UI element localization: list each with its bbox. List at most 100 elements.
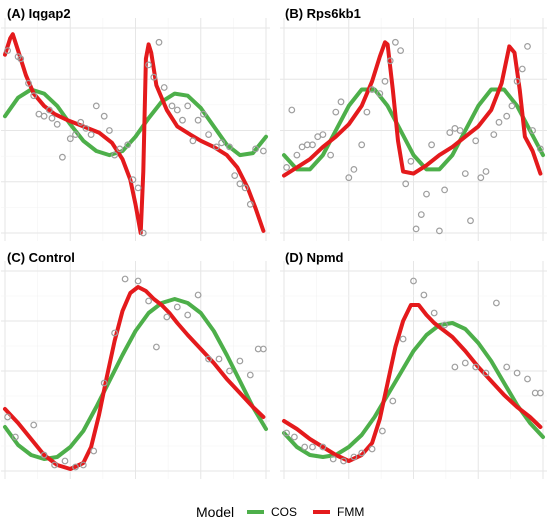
panel-d-series-fmm-line [282,303,543,463]
panel-d-data-point [309,443,316,451]
panel-b-data-point [456,127,464,134]
panel-c-data-point [205,355,213,363]
panel-c-grid [1,261,270,479]
panel-c-data-point [184,311,192,319]
panel-b-data-point [386,57,394,65]
panel-d-data-point [524,375,531,383]
panel-b-data-point [482,168,490,175]
panel-b-data-point [350,165,358,173]
panel-a-data-point [124,141,132,149]
panel-a-data-point [241,184,249,192]
panel-b-data-point [428,141,436,149]
panel-c-data-point [40,451,48,459]
panel-b-data-point [529,127,536,134]
panel-a-data-point [53,120,61,128]
panel-d-data-point [420,291,428,299]
panel-a-data-point [46,106,53,114]
panel-b-data-point [319,131,327,139]
panel-b-data-point [518,65,526,73]
panel-a-data-point [150,73,158,81]
panel-a-data-point [246,200,254,208]
panel-b-data-point [288,106,296,114]
panel-d-data-point [379,427,386,435]
panel-d-series [282,303,545,463]
panel-c-data-point [79,461,87,469]
panel-d-data-point [329,455,337,463]
panel-a-data-point [87,131,95,139]
panel-a-data-point [116,145,124,153]
panel-d-data-point [350,453,358,461]
panel-b-data-point [345,174,353,182]
panel-a-data-point [236,180,244,188]
panel-a-data-point [48,114,56,122]
panel-c-data-point [72,463,79,471]
panel-b-data-point [381,77,389,85]
panel-d-data-point [301,443,309,451]
panel-a-data-point [111,151,118,159]
panel-d-data-point [410,277,417,285]
panel-c-data-point [215,355,223,363]
panel-a-data-point [199,110,207,118]
panel-d-data-point [368,445,376,453]
panel-c: (C) Control [1,250,270,479]
panel-c-data-point [90,447,98,455]
panel-c-points [4,275,267,471]
panel-a-data-point [184,102,192,110]
panel-a-data-point [100,112,108,120]
panel-b-title: (B) Rps6kb1 [285,6,361,21]
panel-d-grid [280,261,547,479]
panel-b-data-point [524,43,531,50]
panel-a-data-point [72,131,79,139]
panel-a-data-point [82,124,90,132]
panel-a-grid [1,18,270,241]
legend: Model COS FMM [196,504,364,520]
panel-c-data-point [173,303,181,311]
panel-d-data-point [399,335,407,343]
panel-b-data-point [337,98,345,106]
panel-a-data-point [189,137,197,145]
panel-a-data-point [218,139,226,147]
panel-c-title: (C) Control [7,250,75,265]
panel-c-data-point [30,421,38,429]
panel-b-data-point [402,180,410,188]
panel-b-data-point [495,118,503,126]
panel-b-data-point [441,186,449,194]
panel-a-data-point [59,153,66,161]
panel-c-data-point [163,313,171,321]
panel-b-data-point [368,86,376,93]
panel-c-data-point [145,297,153,305]
panel-d-points [283,277,544,465]
panel-b-data-point [446,129,454,137]
panel-a-title: (A) Iqgap2 [7,6,71,21]
panel-b-data-point [327,151,335,159]
panel-a-data-point [173,106,181,114]
panel-d-data-point [283,429,291,437]
panel-a-series-fmm-line [3,32,266,235]
panel-d-data-point [358,449,366,457]
panel-c-series [3,285,268,471]
panel-b-data-point [358,141,366,149]
panel-c-data-point [226,367,233,375]
panel-b-data-point [376,90,384,97]
panel-c-data-point [236,357,244,365]
panel-a-data-point [139,229,147,237]
panel-a-data-point [30,92,38,100]
panel-d: (D) Npmd [280,250,547,479]
panel-a-data-point [145,61,153,69]
panel-a-data-point [4,47,12,54]
legend-label-cos: COS [271,505,297,519]
panel-a-data-point [179,116,186,124]
panel-a-data-point [260,147,267,155]
panel-a-points [4,38,267,237]
panel-a-data-point [134,184,142,192]
panel-b-data-point [508,102,516,110]
panel-d-title: (D) Npmd [285,250,344,265]
legend-title: Model [196,504,234,520]
panel-a-data-point [160,84,168,91]
panel-d-data-point [513,369,521,377]
panel-d-data-point [451,363,459,371]
panel-c-data-point [51,461,58,469]
panel-a-data-point [155,38,163,46]
panel-c-data-point [4,413,12,421]
